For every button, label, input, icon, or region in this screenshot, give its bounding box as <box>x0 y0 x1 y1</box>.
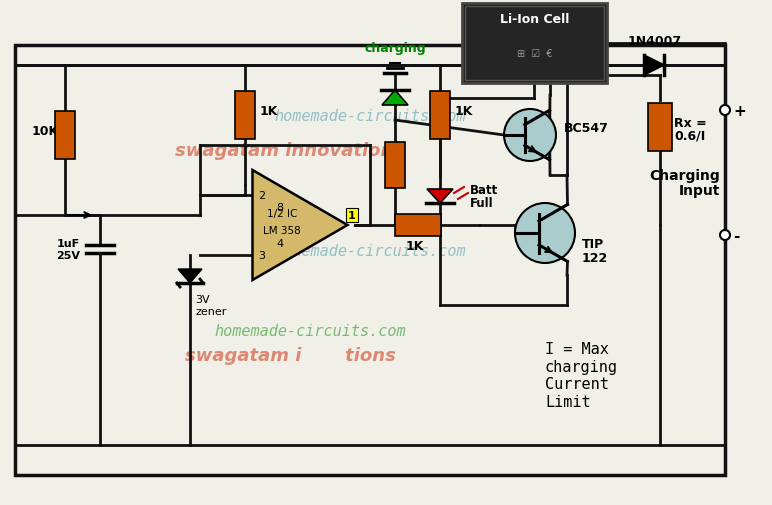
Text: 1K: 1K <box>406 239 424 252</box>
Text: swagatam innovations: swagatam innovations <box>175 142 405 160</box>
Text: -: - <box>733 228 740 243</box>
Text: charging: charging <box>364 41 426 55</box>
Text: 122: 122 <box>582 251 608 264</box>
Polygon shape <box>382 91 408 106</box>
Bar <box>648 104 672 152</box>
Text: LM 358: LM 358 <box>263 226 301 235</box>
Text: homemade-circuits.com: homemade-circuits.com <box>274 243 466 258</box>
Polygon shape <box>427 189 453 204</box>
Text: 1uF
25V: 1uF 25V <box>56 239 80 260</box>
Text: Charging: Charging <box>649 169 720 183</box>
Bar <box>462 4 607 84</box>
Text: 0.6/I: 0.6/I <box>674 129 706 142</box>
Polygon shape <box>644 56 664 76</box>
Text: Li-Ion Cell: Li-Ion Cell <box>499 13 569 25</box>
Text: TIP: TIP <box>582 237 604 250</box>
Bar <box>385 143 405 189</box>
Text: 1K: 1K <box>260 105 279 117</box>
Text: homemade-circuits.com: homemade-circuits.com <box>274 108 466 123</box>
Polygon shape <box>178 270 202 283</box>
Text: swagatam i       tions: swagatam i tions <box>185 346 395 364</box>
Text: Full: Full <box>470 196 493 209</box>
Text: 1K: 1K <box>455 105 473 117</box>
Text: homemade-circuits.com: homemade-circuits.com <box>214 323 406 338</box>
Circle shape <box>504 110 556 162</box>
Polygon shape <box>252 171 347 280</box>
Text: 8: 8 <box>276 203 283 213</box>
Bar <box>15 46 725 475</box>
Text: 1: 1 <box>348 211 356 221</box>
Circle shape <box>515 204 575 264</box>
Bar <box>395 215 441 236</box>
Bar <box>55 112 75 160</box>
Text: 1N4007: 1N4007 <box>628 35 682 48</box>
Text: +: + <box>733 104 746 118</box>
Text: Batt: Batt <box>470 183 498 196</box>
Bar <box>235 92 255 140</box>
Bar <box>465 7 604 81</box>
Text: 3V
zener: 3V zener <box>195 294 226 316</box>
Text: BC547: BC547 <box>564 121 609 134</box>
Text: Rx =: Rx = <box>674 116 706 129</box>
Text: I = Max
charging
Current
Limit: I = Max charging Current Limit <box>545 342 618 409</box>
Bar <box>430 92 450 140</box>
Text: 3: 3 <box>259 250 266 261</box>
Text: 10K: 10K <box>32 124 59 137</box>
Text: 4: 4 <box>276 238 283 248</box>
Text: 1/2 IC: 1/2 IC <box>267 209 297 219</box>
Text: Input: Input <box>679 184 720 197</box>
Circle shape <box>720 106 730 116</box>
Text: 2: 2 <box>259 190 266 200</box>
Text: ⊞  ☑  €: ⊞ ☑ € <box>516 49 552 59</box>
Circle shape <box>720 231 730 240</box>
